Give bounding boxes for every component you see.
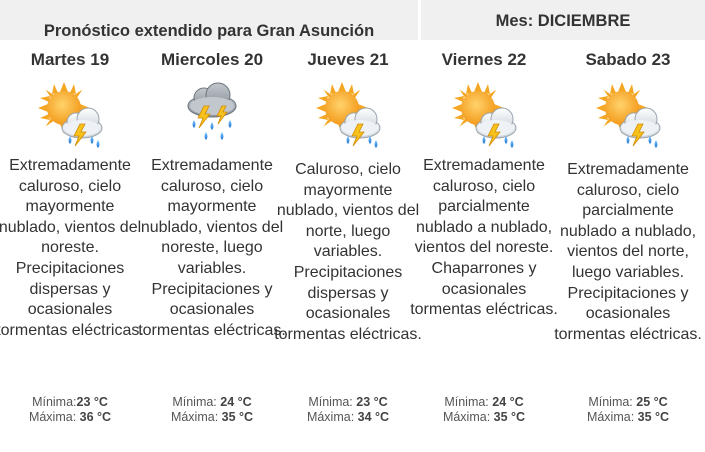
min-label: Mínima: — [444, 395, 489, 409]
forecast-description: Extremadamente caluroso, cielo mayorment… — [0, 157, 144, 339]
sun-cloud-rain-icon — [452, 82, 517, 148]
day-name: Sabado 23 — [585, 50, 671, 69]
min-temp: 25 °C — [636, 395, 668, 409]
min-label: Mínima: — [32, 395, 77, 409]
day-name: Viernes 22 — [441, 50, 527, 69]
temperature-block: Mínima: 24 °C Máxima: 35 °C — [142, 395, 282, 424]
max-label: Máxima: — [28, 409, 77, 424]
day-name: Miercoles 20 — [160, 50, 264, 69]
day-name: Martes 19 — [30, 50, 110, 69]
temperature-block: Mínima: 24 °C Máxima: 35 °C — [414, 395, 554, 424]
max-label: Máxima: — [306, 409, 355, 424]
min-label: Mínima: — [308, 395, 353, 409]
sun-cloud-rain-icon — [596, 82, 661, 148]
day-column: Sabado 23 Extremadamente caluroso, cielo… — [554, 40, 702, 452]
day-column: Martes 19 Extremadamente caluroso, cielo… — [0, 40, 144, 452]
day-column: Jueves 21 Caluroso, cielo mayormente nub… — [274, 40, 422, 452]
sun-cloud-rain-icon — [38, 82, 103, 148]
cloud-storm-rain-icon — [187, 82, 237, 140]
month-title: Mes: DICIEMBRE — [495, 12, 631, 30]
min-temp: 24 °C — [492, 395, 524, 409]
max-temp: 35 °C — [637, 409, 670, 424]
forecast-description: Extremadamente caluroso, cielo mayorment… — [138, 157, 286, 339]
sun-cloud-rain-icon — [316, 82, 381, 148]
min-temp: 23 °C — [356, 395, 388, 409]
max-label: Máxima: — [170, 409, 219, 424]
day-column: Viernes 22 Extremadamente caluroso, ciel… — [410, 40, 558, 452]
forecast-header: Pronóstico extendido para Gran Asunción — [0, 0, 418, 40]
max-temp: 35 °C — [493, 409, 526, 424]
temperature-block: Mínima: 23 °C Máxima: 34 °C — [278, 395, 418, 424]
forecast-description: Caluroso, cielo mayormente nublado, vien… — [274, 161, 422, 343]
max-temp: 36 °C — [79, 409, 112, 424]
forecast-description: Extremadamente caluroso, cielo parcialme… — [554, 161, 702, 343]
month-header: Mes: DICIEMBRE — [421, 0, 705, 40]
min-label: Mínima: — [172, 395, 217, 409]
max-temp: 35 °C — [221, 409, 254, 424]
max-label: Máxima: — [586, 409, 635, 424]
max-temp: 34 °C — [357, 409, 390, 424]
temperature-block: Mínima:23 °C Máxima: 36 °C — [0, 395, 140, 424]
min-label: Mínima: — [588, 395, 633, 409]
forecast-description: Extremadamente caluroso, cielo parcialme… — [410, 157, 558, 319]
forecast-title: Pronóstico extendido para Gran Asunción — [43, 22, 375, 40]
max-label: Máxima: — [442, 409, 491, 424]
day-name: Jueves 21 — [307, 50, 389, 69]
min-temp: 24 °C — [220, 395, 252, 409]
day-column: Miercoles 20 Extremadamente caluroso, ci… — [138, 40, 286, 452]
temperature-block: Mínima: 25 °C Máxima: 35 °C — [558, 395, 698, 424]
min-temp: 23 °C — [76, 395, 108, 409]
